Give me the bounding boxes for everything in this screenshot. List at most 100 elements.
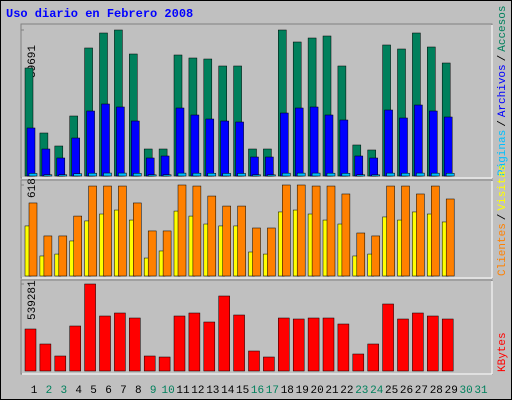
x-tick-label: 8	[135, 385, 142, 397]
x-tick-label: 22	[340, 385, 353, 397]
bar	[352, 353, 365, 372]
bar	[71, 137, 80, 177]
x-tick-label: 4	[75, 385, 82, 397]
legend-entry: Visitas	[497, 164, 509, 210]
bar	[56, 157, 66, 177]
bar	[58, 174, 68, 177]
bar	[24, 328, 37, 372]
bar	[58, 235, 68, 277]
bar	[296, 172, 306, 177]
x-tick-label: 18	[281, 385, 294, 397]
x-tick-label: 21	[325, 385, 339, 397]
bar	[133, 202, 142, 277]
bar	[160, 155, 170, 177]
bar	[401, 172, 410, 177]
bar	[282, 184, 291, 277]
bar	[237, 205, 246, 277]
bar	[114, 312, 126, 372]
bar	[118, 185, 127, 277]
bar	[252, 227, 261, 277]
bar	[371, 235, 380, 277]
bar	[431, 185, 440, 277]
bar	[131, 120, 140, 177]
x-tick-label: 7	[120, 385, 127, 397]
bar	[192, 172, 202, 177]
bar	[220, 120, 229, 177]
bar	[294, 107, 304, 177]
bar	[118, 172, 127, 177]
bar	[162, 230, 172, 277]
bar	[322, 317, 335, 372]
x-tick-label: 26	[400, 385, 413, 397]
x-tick-label: 30	[459, 385, 472, 397]
y-max-label: 618	[27, 178, 39, 198]
bar	[282, 172, 291, 177]
bar	[324, 114, 334, 177]
bar	[162, 174, 172, 177]
bar	[354, 155, 364, 177]
bar	[367, 343, 379, 372]
bar	[412, 312, 424, 372]
bar	[218, 295, 230, 372]
bar	[73, 215, 82, 277]
bar	[263, 356, 275, 372]
bar	[401, 185, 410, 277]
bar	[207, 173, 217, 177]
x-tick-label: 10	[161, 385, 174, 397]
bar	[384, 109, 393, 177]
bar	[414, 104, 423, 177]
bar	[129, 317, 141, 372]
legend-entry: Accesos	[497, 6, 509, 52]
bar	[397, 318, 409, 372]
bar	[143, 355, 156, 372]
bar	[386, 185, 395, 277]
bar	[188, 312, 201, 372]
bar	[26, 127, 36, 177]
bar	[339, 119, 349, 177]
bar	[28, 202, 38, 277]
legend-entry: Páginas	[497, 130, 509, 176]
legend: Clientes / Visitas	[497, 164, 509, 276]
bar	[386, 172, 395, 177]
x-tick-label: 9	[150, 385, 157, 397]
legend: Páginas / Archivos / Accesos	[497, 6, 509, 176]
bar	[296, 184, 306, 277]
bar	[311, 172, 321, 177]
bar	[88, 185, 97, 277]
bar	[73, 173, 82, 177]
x-tick-label: 24	[370, 385, 384, 397]
bar	[443, 116, 453, 177]
bar	[382, 303, 394, 372]
bar	[371, 174, 380, 177]
bar	[103, 172, 112, 177]
bar	[133, 173, 142, 177]
x-tick-label: 29	[445, 385, 458, 397]
bar	[43, 235, 53, 277]
bar	[147, 230, 157, 277]
bar	[235, 121, 244, 177]
x-tick-label: 5	[90, 385, 97, 397]
x-tick-label: 23	[355, 385, 368, 397]
bar	[207, 195, 217, 277]
bar	[280, 112, 289, 177]
x-tick-label: 27	[415, 385, 428, 397]
bar	[233, 314, 245, 372]
bar	[311, 185, 321, 277]
x-tick-label: 3	[60, 385, 67, 397]
bar	[445, 173, 455, 177]
bar	[88, 172, 97, 177]
legend-separator: /	[497, 55, 509, 62]
bar	[54, 355, 67, 372]
x-tick-label: 28	[430, 385, 443, 397]
bar	[427, 315, 439, 372]
bar	[337, 323, 350, 372]
x-tick-label: 6	[105, 385, 112, 397]
x-tick-label: 16	[251, 385, 264, 397]
bar	[158, 356, 171, 372]
bar	[399, 117, 408, 177]
bar	[356, 174, 366, 177]
bar	[265, 156, 274, 177]
bar	[267, 227, 276, 277]
bar	[39, 343, 52, 372]
x-tick-label: 31	[474, 385, 488, 397]
